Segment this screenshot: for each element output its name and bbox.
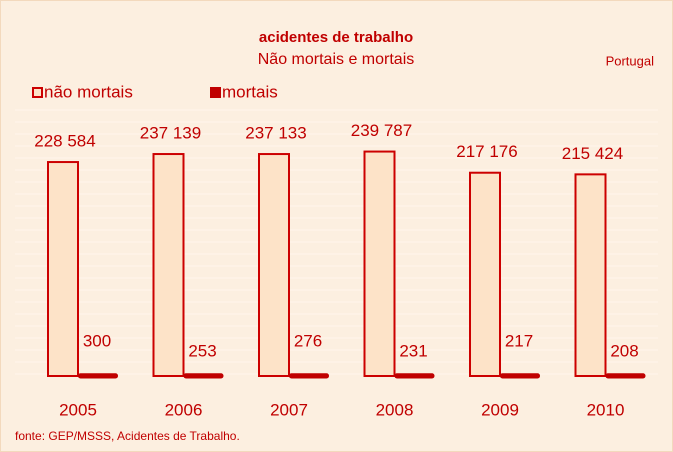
chart-title: acidentes de trabalho [259, 29, 413, 46]
x-tick-label: 2007 [270, 400, 308, 419]
bar [363, 150, 396, 377]
bar [183, 373, 224, 379]
legend-swatch [32, 87, 43, 98]
data-label: 276 [294, 331, 322, 350]
bar [152, 153, 185, 377]
legend-label: não mortais [44, 82, 133, 101]
data-label: 237 133 [245, 124, 306, 143]
x-tick-label: 2008 [376, 400, 414, 419]
data-label: 231 [399, 341, 427, 360]
annotation: Portugal [606, 53, 655, 68]
data-label: 217 176 [456, 142, 517, 161]
bar [78, 373, 118, 379]
chart-subtitle: Não mortais e mortais [258, 51, 415, 68]
bar [394, 373, 435, 379]
data-label: 253 [188, 341, 216, 360]
bar [469, 171, 501, 377]
bar [289, 373, 329, 379]
data-label: 208 [610, 341, 638, 360]
data-label: 237 139 [140, 124, 201, 143]
x-tick-label: 2010 [587, 400, 625, 419]
data-label: 215 424 [562, 144, 623, 163]
data-label: 300 [83, 331, 111, 350]
legend-swatch [210, 87, 221, 98]
data-label: 228 584 [34, 132, 95, 151]
bar [47, 161, 79, 377]
data-label: 239 787 [351, 121, 412, 140]
data-label: 217 [505, 331, 533, 350]
x-tick-label: 2006 [165, 400, 203, 419]
bar [500, 373, 540, 379]
source: fonte: GEP/MSSS, Acidentes de Trabalho. [15, 429, 240, 443]
bar [258, 153, 290, 377]
x-tick-label: 2009 [481, 400, 519, 419]
bar [605, 373, 646, 379]
x-tick-label: 2005 [59, 400, 97, 419]
bar [574, 173, 607, 377]
legend-label: mortais [222, 82, 278, 101]
